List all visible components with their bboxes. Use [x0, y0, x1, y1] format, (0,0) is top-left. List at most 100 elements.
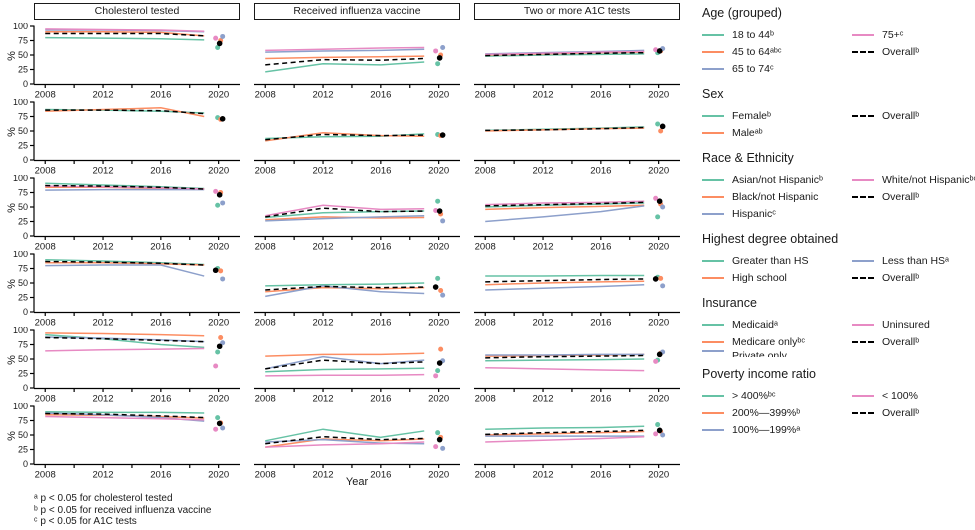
y-tick-label: 75 [18, 416, 28, 426]
series-dot-2020 [220, 340, 226, 346]
legend-item: Asian/not Hispanicᵇ [702, 171, 852, 188]
legend-panel: Age (grouped) 18 to 44ᵇ 45 to 64ᵃᵇᶜ 65 to 7… [702, 6, 975, 448]
series-dot-2020 [215, 349, 221, 355]
series-line [485, 429, 645, 436]
legend-group-title: Highest degree obtained [702, 232, 839, 246]
series-line [265, 438, 425, 448]
series-dot-2020 [659, 123, 666, 130]
y-axis-title: % [6, 355, 18, 365]
series-dot-2020 [438, 346, 444, 352]
legend-label: > 400%ᵇᶜ [732, 389, 776, 402]
series-line [485, 201, 645, 207]
x-tick-label: 2008 [255, 242, 276, 252]
series-dot-2020 [435, 368, 441, 374]
legend-dashed-line-swatch [852, 340, 874, 343]
series-line [45, 32, 205, 37]
series-dot-2020 [436, 55, 443, 61]
legend-item: 45 to 64ᵃᵇᶜ [702, 43, 852, 60]
series-dot-2020 [220, 200, 226, 206]
series-line [485, 425, 645, 430]
series-dot-2020 [432, 284, 439, 290]
series-dot-2020 [220, 276, 226, 282]
legend-label: < 100% [882, 389, 918, 402]
legend-label: 200%—399%ᵇ [732, 406, 801, 419]
series-line [265, 133, 425, 141]
x-tick-label: 2012 [312, 394, 333, 404]
legend-label: 18 to 44ᵇ [732, 28, 774, 41]
legend-item: White/not Hispanicᵇᶜ [852, 171, 975, 188]
series-dot-2020 [655, 121, 661, 127]
legend-item: Overallᵇ [852, 188, 975, 205]
legend-line-swatch [702, 276, 724, 279]
x-tick-label: 2008 [255, 394, 276, 404]
legend-line-swatch [702, 131, 724, 134]
legend-line-swatch [702, 33, 724, 36]
legend-item: High school [702, 269, 852, 286]
legend-line-swatch [702, 411, 724, 414]
x-tick-label: 2012 [312, 470, 333, 480]
legend-item: Medicare onlyᵇᶜ [702, 333, 852, 350]
x-tick-label: 2016 [590, 318, 611, 328]
series-dot-2020 [653, 431, 659, 437]
y-tick-label: 0 [23, 155, 28, 165]
y-tick-label: 25 [18, 445, 28, 455]
series-dot-2020 [218, 335, 224, 341]
x-tick-label: 2008 [35, 318, 56, 328]
series-dot-2020 [439, 132, 446, 138]
x-tick-label: 2012 [92, 318, 113, 328]
x-tick-label: 2016 [370, 318, 391, 328]
series-line [45, 332, 205, 337]
x-tick-label: 2020 [648, 470, 669, 480]
legend-label: Overallᵇ [882, 109, 920, 122]
series-line [265, 46, 425, 52]
legend-group-title: Insurance [702, 296, 757, 310]
legend-label: 45 to 64ᵃᵇᶜ [732, 45, 782, 58]
series-dot-2020 [216, 343, 223, 350]
x-tick-label: 2020 [208, 470, 229, 480]
y-tick-label: 50 [18, 50, 28, 60]
footnote: ᵃ p < 0.05 for cholesterol tested [34, 493, 173, 504]
x-tick-label: 2016 [370, 242, 391, 252]
series-dot-2020 [216, 40, 223, 47]
x-tick-label: 2016 [370, 166, 391, 176]
y-tick-label: 0 [23, 231, 28, 241]
legend-item: Greater than HS [702, 252, 852, 269]
x-tick-label: 2012 [312, 242, 333, 252]
series-dot-2020 [215, 415, 221, 421]
series-dot-2020 [658, 128, 664, 134]
series-line [485, 51, 645, 57]
legend-item: 18 to 44ᵇ [702, 26, 852, 43]
legend-label: Black/not Hispanic [732, 190, 819, 203]
series-line [265, 355, 425, 370]
panel-title: Cholesterol tested [34, 3, 240, 20]
x-tick-label: 2008 [475, 166, 496, 176]
legend-line-swatch [852, 323, 874, 326]
x-tick-label: 2020 [648, 394, 669, 404]
legend-line-swatch [702, 178, 724, 181]
chart-grid: % 0 25 50 75 100 2008 2012 2016 2020 2008 2012 2016 2… [4, 23, 704, 479]
series-line [485, 50, 645, 56]
footnotes: ᵃ p < 0.05 for cholesterol tested ᵇ p < 0… [34, 493, 704, 528]
y-axis-title: % [6, 51, 18, 61]
y-tick-label: 0 [23, 307, 28, 317]
legend-label: Greater than HS [732, 254, 809, 267]
legend-label: Overallᵇ [882, 335, 920, 348]
series-dot-2020 [433, 444, 439, 450]
x-tick-label: 2020 [428, 318, 449, 328]
chart-row: % 0 25 50 75 100 2008 2012 2016 2020 2008 2012 2016 2… [6, 403, 680, 480]
legend-item: Hispanicᶜ [702, 205, 852, 222]
legend-dashed-line-swatch [852, 195, 874, 198]
legend-item: Overallᵇ [852, 43, 919, 60]
legend-item: 65 to 74ᶜ [702, 60, 852, 77]
legend-line-swatch [702, 323, 724, 326]
series-line [265, 214, 425, 222]
legend-group: Age (grouped) 18 to 44ᵇ 45 to 64ᵃᵇᶜ 65 to 7… [702, 6, 974, 77]
legend-label: Asian/not Hispanicᵇ [732, 173, 823, 186]
x-tick-label: 2020 [428, 242, 449, 252]
series-line [45, 415, 205, 421]
chart-row: % 0 25 50 75 100 2008 2012 2016 2020 2008 2012 2016 2… [6, 251, 680, 328]
footnote: ᵇ p < 0.05 for received influenza vaccin… [34, 504, 212, 516]
x-tick-label: 2012 [532, 90, 553, 100]
legend-dashed-line-swatch [852, 114, 874, 117]
legend-item: 100%—199%ᵃ [702, 421, 852, 438]
